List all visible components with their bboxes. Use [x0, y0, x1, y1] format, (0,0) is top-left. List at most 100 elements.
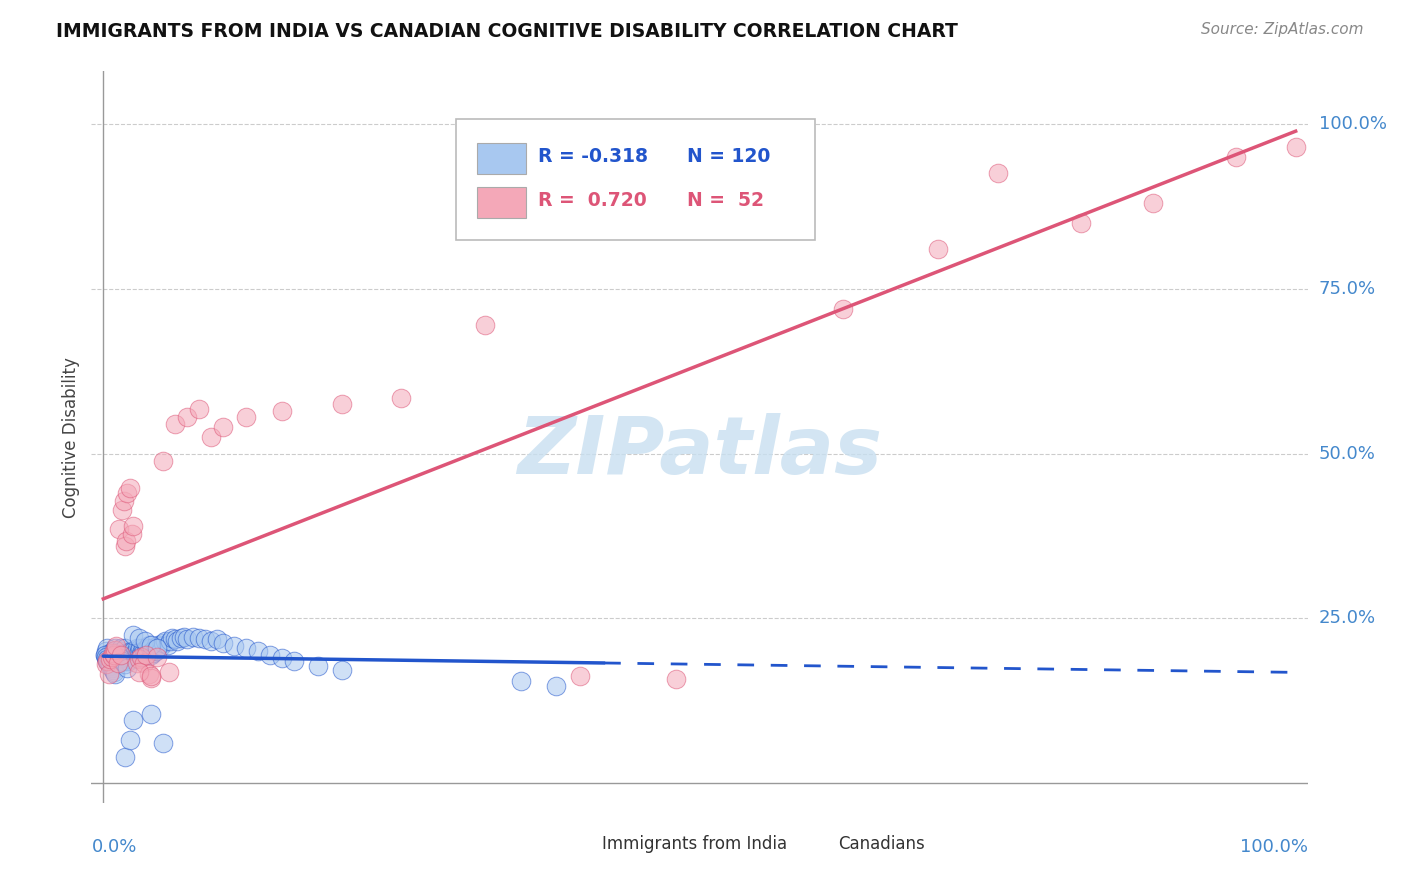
Point	[187, 401, 209, 416]
Text: IMMIGRANTS FROM INDIA VS CANADIAN COGNITIVE DISABILITY CORRELATION CHART: IMMIGRANTS FROM INDIA VS CANADIAN COGNIT…	[56, 22, 957, 41]
Point	[111, 654, 134, 668]
Point	[93, 648, 115, 662]
Point	[156, 638, 179, 652]
Point	[134, 634, 156, 648]
Point	[205, 632, 228, 647]
Point	[987, 167, 1010, 181]
Point	[111, 502, 134, 516]
Point	[98, 654, 121, 668]
Point	[176, 410, 198, 425]
Point	[146, 640, 169, 655]
Point	[112, 494, 135, 508]
Point	[117, 646, 139, 660]
Point	[138, 638, 160, 652]
Point	[135, 648, 157, 662]
Point	[103, 656, 125, 670]
Point	[108, 522, 131, 536]
Point	[665, 672, 688, 686]
Point	[136, 640, 159, 655]
Point	[100, 652, 122, 666]
Text: Immigrants from India: Immigrants from India	[602, 835, 787, 853]
Point	[271, 403, 294, 417]
Point	[124, 649, 146, 664]
Point	[546, 679, 568, 693]
Point	[117, 654, 139, 668]
Point	[187, 631, 209, 645]
Point	[107, 650, 129, 665]
Point	[125, 640, 148, 655]
Point	[163, 417, 186, 431]
Point	[104, 643, 127, 657]
Text: 100.0%: 100.0%	[1240, 838, 1308, 855]
Point	[118, 733, 141, 747]
Point	[1070, 216, 1092, 230]
Point	[247, 644, 270, 658]
Point	[104, 640, 127, 655]
Text: 0.0%: 0.0%	[91, 838, 136, 855]
Point	[139, 671, 162, 685]
Point	[100, 646, 122, 660]
Point	[118, 652, 141, 666]
FancyBboxPatch shape	[456, 119, 815, 240]
Point	[111, 652, 134, 666]
Point	[146, 638, 169, 652]
Point	[101, 646, 124, 660]
Point	[100, 661, 122, 675]
Point	[121, 649, 143, 664]
FancyBboxPatch shape	[477, 143, 526, 174]
Point	[128, 631, 150, 645]
Point	[307, 658, 329, 673]
Point	[128, 644, 150, 658]
Point	[115, 654, 138, 668]
Point	[389, 391, 412, 405]
Point	[114, 749, 136, 764]
Text: 75.0%: 75.0%	[1319, 280, 1376, 298]
Point	[110, 644, 132, 658]
Point	[108, 649, 131, 664]
Point	[100, 649, 122, 664]
Point	[101, 648, 124, 662]
Point	[100, 650, 122, 665]
Point	[139, 706, 162, 721]
Point	[98, 667, 121, 681]
Point	[194, 632, 217, 647]
Point	[131, 646, 153, 660]
Point	[152, 737, 174, 751]
Point	[569, 669, 592, 683]
Point	[139, 648, 162, 662]
Point	[115, 486, 138, 500]
Point	[132, 656, 155, 670]
Point	[146, 649, 169, 664]
Point	[128, 652, 150, 666]
Point	[96, 652, 118, 666]
Point	[104, 667, 127, 681]
Point	[100, 658, 122, 673]
Point	[105, 639, 128, 653]
Point	[235, 410, 257, 425]
Point	[96, 654, 118, 668]
Text: N =  52: N = 52	[688, 191, 765, 211]
Point	[107, 653, 129, 667]
Point	[139, 640, 162, 655]
Point	[474, 318, 496, 332]
Point	[110, 648, 132, 662]
Point	[114, 657, 136, 672]
Point	[141, 644, 163, 658]
Point	[124, 647, 146, 661]
Point	[115, 661, 138, 675]
Point	[152, 454, 174, 468]
Point	[200, 634, 222, 648]
Point	[166, 634, 188, 648]
Point	[100, 654, 122, 668]
Point	[115, 533, 138, 548]
Point	[135, 644, 157, 658]
Point	[111, 647, 134, 661]
Point	[224, 639, 246, 653]
Point	[122, 519, 145, 533]
Point	[115, 650, 138, 665]
Point	[142, 646, 165, 660]
Point	[115, 649, 138, 664]
Point	[235, 640, 257, 655]
Text: 25.0%: 25.0%	[1319, 609, 1376, 627]
Point	[1225, 150, 1247, 164]
